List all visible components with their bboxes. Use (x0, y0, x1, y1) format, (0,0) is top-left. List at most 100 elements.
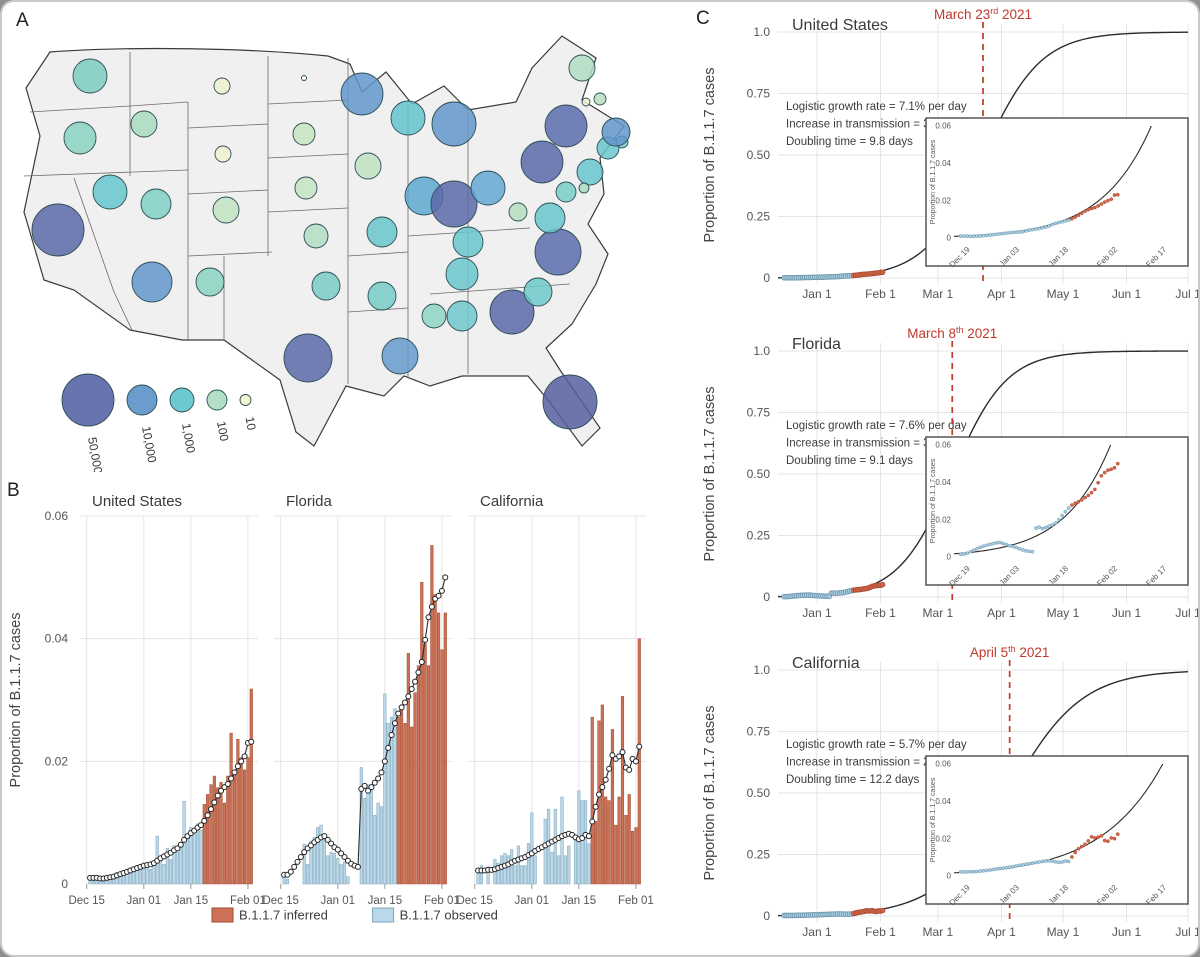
state-border (267, 99, 349, 105)
bar (249, 688, 253, 885)
bar (366, 784, 370, 885)
panel-b-legend: B.1.1.7 inferred B.1.1.7 observed (211, 907, 498, 923)
state-bubble-NM (195, 267, 225, 297)
x-tick-label: Feb 01 (618, 895, 654, 907)
bar (243, 769, 247, 885)
inset-data-point (1079, 211, 1084, 216)
bar (500, 855, 504, 885)
bar (175, 851, 179, 885)
line-marker (378, 769, 385, 776)
line-marker (616, 753, 623, 760)
inset-y-tick-label: 0 (947, 553, 952, 562)
state-bubble-MT (213, 77, 231, 95)
state-bubble-KY (452, 226, 484, 258)
bar (326, 855, 330, 885)
line-marker (422, 636, 429, 643)
figure-graphic: 2021 (964, 326, 998, 341)
bar (627, 794, 631, 885)
line-marker (341, 854, 348, 861)
annotation-line: Logistic growth rate = 5.7% per day (786, 739, 967, 751)
inset-data-point (1076, 499, 1081, 504)
bar (189, 827, 193, 885)
inset-data-point (1007, 865, 1012, 870)
bar (232, 772, 237, 885)
inset-y-tick-label: 0.02 (935, 196, 951, 205)
inset-data-point (1007, 543, 1012, 548)
logistic-chart-california: 0 0.25 0.50 0.75 1.0 Jan 1 Feb 1 Mar 1 Apr 1 May … (702, 644, 1198, 939)
state-border (347, 307, 409, 313)
legend-bubble (206, 389, 228, 411)
state-bubble-NC (534, 228, 582, 276)
inset-data-point (984, 543, 989, 548)
line-marker (388, 731, 395, 738)
inset-data-point (961, 234, 966, 238)
inset-data-point (981, 233, 986, 238)
y-tick-label: 1.0 (753, 663, 770, 677)
bar (216, 787, 220, 885)
bar (560, 796, 564, 885)
legend-bubble (169, 387, 195, 413)
state-bubble-WA (72, 58, 108, 94)
x-tick-label: Apr 1 (987, 925, 1016, 939)
x-tick-label: Apr 1 (987, 287, 1016, 301)
panel-b-label: B (7, 480, 20, 501)
y-axis-label: Proportion of B.1.1.7 cases (702, 68, 718, 243)
state-border (187, 251, 273, 257)
bar (195, 823, 200, 885)
bar (165, 848, 169, 885)
panel-a-label: A (16, 10, 29, 31)
state-border (267, 207, 349, 213)
inset-data-point (981, 868, 986, 873)
bar (172, 845, 176, 885)
inset-data-point (1053, 859, 1058, 864)
inset-data-point (1011, 230, 1015, 235)
facet-california: Dec 15 Jan 01 Jan 15 Feb 01 California (456, 493, 653, 907)
legend-bubble-label: 100 (214, 420, 231, 442)
bar (202, 804, 206, 885)
inset-y-tick-label: 0.06 (935, 441, 951, 450)
line-marker (371, 779, 378, 786)
y-tick-label: 0.25 (747, 529, 771, 543)
midpoint-date-label: March 8th 2021 (907, 325, 997, 341)
bar (543, 818, 547, 885)
x-tick-label: Jan 01 (515, 895, 550, 907)
bar (199, 829, 203, 885)
bar (309, 840, 313, 885)
x-tick-label: Jan 1 (802, 925, 832, 939)
inset-data-point (1115, 832, 1120, 837)
bar (510, 849, 514, 885)
bar (420, 581, 424, 885)
y-tick-label: 0.75 (747, 406, 771, 420)
inset-data-point (1034, 227, 1038, 231)
inset-data-point (1001, 541, 1005, 546)
facet-united-states: Dec 15 Jan 01 Jan 15 Feb 01 United States (68, 493, 265, 907)
bar (400, 704, 404, 885)
y-tick-label: 0 (763, 271, 770, 285)
bar (620, 696, 625, 885)
inset-data-point (988, 542, 992, 547)
bar (413, 692, 417, 885)
bar (162, 864, 166, 885)
state-bubble-DE (578, 182, 590, 194)
inset-data-point (1060, 860, 1064, 864)
inset-data-point (991, 867, 996, 872)
bar (383, 693, 387, 885)
y-tick-label: 0.02 (45, 754, 69, 768)
bar (396, 716, 400, 885)
bar (376, 802, 380, 885)
bar (479, 865, 483, 885)
inset-data-point (1050, 859, 1055, 863)
annotation-line: Logistic growth rate = 7.1% per day (786, 101, 967, 113)
inset-data-point (961, 870, 966, 874)
x-tick-label: Jan 15 (368, 895, 403, 907)
line-marker (241, 753, 248, 760)
x-tick-label: Jun 1 (1112, 925, 1142, 939)
inset-data-point (1004, 542, 1009, 547)
line-marker (361, 782, 368, 789)
inset-data-point (1050, 523, 1055, 527)
bar (580, 800, 584, 885)
bar (329, 851, 333, 885)
bar (496, 862, 500, 885)
line-marker (204, 812, 211, 819)
state-bubble-NV (92, 174, 128, 210)
